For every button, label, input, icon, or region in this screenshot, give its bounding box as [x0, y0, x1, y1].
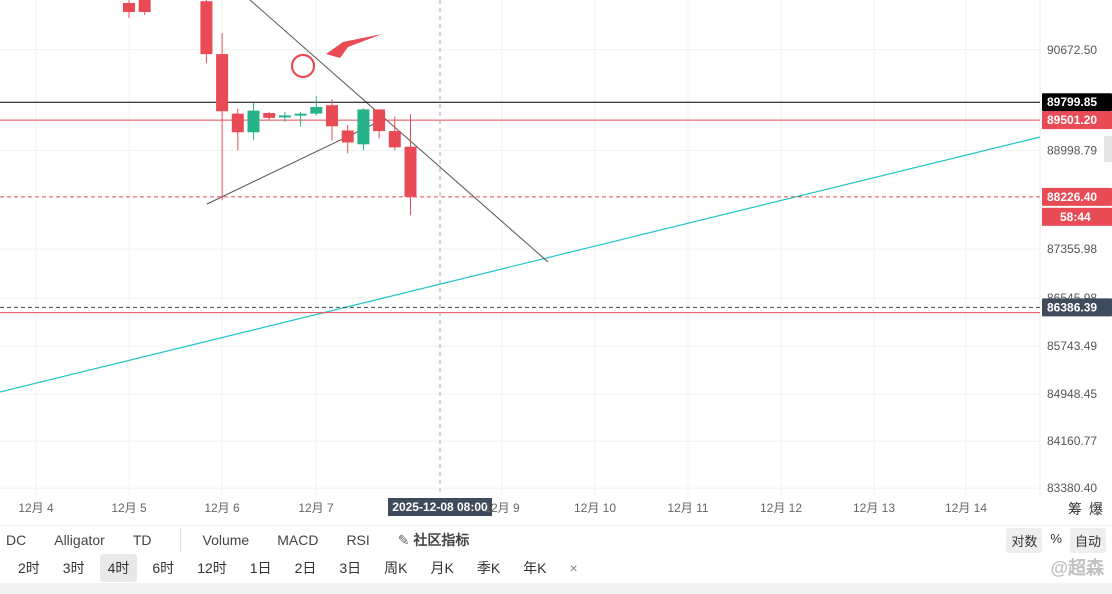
timeframe-toolbar: 2时 3时 4时 6时 12时 1日 2日 3日 周K 月K 季K 年K × [0, 553, 1112, 583]
edit-icon: ✎ [397, 531, 410, 548]
tf-2d[interactable]: 2日 [294, 560, 317, 576]
annotation-circle [290, 53, 316, 79]
indicator-dc[interactable]: DC [6, 531, 27, 548]
candlestick-chart[interactable]: 2025-12-08 08:00 90672.50 88998.79 87355.9… [0, 0, 1112, 525]
price-axis: 90672.5088998.7987355.9886545.9885743.49… [1042, 43, 1112, 495]
time-axis: 12月 4 12月 5 12月 6 12月 7 12月 9 12月 10 12月 11 12月… [18, 501, 987, 515]
crosshair: 2025-12-08 08:00 [388, 0, 492, 516]
x-tick-label: 12月 10 [574, 501, 616, 515]
tf-quarter[interactable]: 季K [476, 560, 501, 576]
countdown-tag [1042, 207, 1112, 226]
price-tag-label: 89501.20 [1047, 113, 1097, 127]
tf-3h[interactable]: 3时 [62, 560, 85, 576]
indicator-alligator[interactable]: Alligator [54, 531, 105, 548]
candle-body [373, 109, 386, 132]
candle-body [294, 113, 307, 116]
x-tick-label: 12月 5 [111, 501, 147, 515]
close-icon[interactable]: × [569, 560, 578, 576]
cyan-trendline [0, 136, 1041, 393]
scale-controls: 对数 % 自动 [1006, 528, 1106, 553]
price-tag-label: 89799.85 [1047, 95, 1097, 109]
candle-body [326, 105, 338, 127]
y-tick-label: 87355.98 [1047, 242, 1097, 256]
tf-week[interactable]: 周K [384, 560, 408, 576]
indicator-td[interactable]: TD [132, 531, 152, 548]
annotation-arrow [326, 34, 382, 58]
countdown-label: 58:44 [1060, 210, 1091, 224]
tf-3d[interactable]: 3日 [339, 560, 362, 576]
candle-body [388, 131, 401, 148]
x-tick-label: 12月 9 [484, 501, 520, 515]
burst-label[interactable]: 爆 [1089, 501, 1103, 517]
indicator-toolbar: DC Alligator TD Volume MACD RSI ✎ 社区指标 [0, 525, 1112, 553]
indicator-rsi[interactable]: RSI [346, 531, 370, 548]
candle-body [138, 0, 151, 13]
y-tick-label: 84948.45 [1047, 387, 1097, 401]
candle-body [123, 3, 135, 13]
y-tick-label: 83380.40 [1047, 481, 1097, 495]
candle-body [404, 146, 417, 197]
candles [123, 0, 417, 216]
chips-label[interactable]: 筹 [1068, 501, 1082, 517]
candle-body [263, 113, 276, 118]
tf-year[interactable]: 年K [523, 560, 547, 576]
x-tick-label: 12月 7 [298, 501, 334, 515]
y-tick-label: 85743.49 [1047, 339, 1097, 353]
crosshair-time-label: 2025-12-08 08:00 [392, 500, 488, 514]
y-tick-label: 88998.79 [1047, 143, 1097, 157]
candle-body [278, 115, 291, 118]
x-tick-label: 12月 14 [945, 501, 987, 515]
candle-body [310, 107, 323, 114]
price-tag [1042, 298, 1112, 317]
price-tag-label: 88226.40 [1047, 190, 1097, 204]
price-tag-label: 86386.39 [1047, 300, 1097, 314]
candle-body [357, 109, 370, 145]
tf-6h[interactable]: 6时 [152, 560, 175, 576]
descending-trendline [249, 0, 549, 263]
annotations [290, 34, 382, 79]
candle-body [216, 54, 229, 112]
community-indicators-button[interactable]: ✎ 社区指标 [398, 530, 470, 550]
tf-4h[interactable]: 4时 [99, 554, 138, 582]
trendlines [0, 0, 1041, 393]
x-tick-label: 12月 13 [853, 501, 895, 515]
watermark: @超森 [1050, 558, 1104, 578]
percent-scale-button[interactable]: % [1050, 531, 1062, 546]
community-indicators-label: 社区指标 [413, 531, 470, 548]
y-tick-label: 84160.77 [1047, 434, 1097, 448]
x-tick-label: 12月 12 [760, 501, 802, 515]
candle-body [341, 130, 354, 143]
price-tag [1042, 93, 1112, 112]
grid [0, 0, 1041, 496]
divider [179, 527, 181, 552]
candle-body [247, 110, 260, 133]
x-tick-label: 12月 6 [204, 501, 240, 515]
x-tick-label: 12月 4 [18, 501, 54, 515]
log-scale-button[interactable]: 对数 [1006, 528, 1043, 553]
x-tick-label: 12月 11 [667, 501, 708, 515]
price-lines [0, 101, 1040, 314]
indicator-volume[interactable]: Volume [202, 531, 250, 548]
crosshair-time-tag [388, 498, 492, 516]
tf-12h[interactable]: 12时 [197, 560, 227, 576]
candle-body [200, 1, 213, 55]
y-tick-label: 90672.50 [1047, 43, 1097, 57]
price-tag [1042, 111, 1112, 130]
candle-body [231, 113, 244, 133]
auto-scale-button[interactable]: 自动 [1069, 528, 1106, 553]
collapse-panel-button[interactable] [1104, 136, 1112, 162]
indicator-macd[interactable]: MACD [277, 531, 319, 548]
price-tag [1042, 187, 1112, 206]
bottom-bar [0, 583, 1112, 594]
tf-month[interactable]: 月K [430, 560, 454, 576]
tf-2h[interactable]: 2时 [18, 560, 40, 576]
tf-1d[interactable]: 1日 [249, 560, 272, 576]
